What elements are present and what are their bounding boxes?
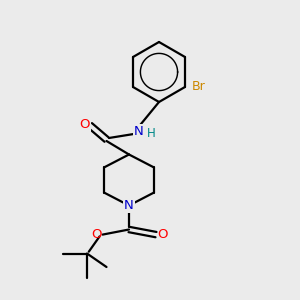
Text: O: O <box>157 228 167 241</box>
Text: Br: Br <box>192 80 205 94</box>
Text: N: N <box>124 199 134 212</box>
Text: H: H <box>147 127 156 140</box>
Text: O: O <box>91 228 102 241</box>
Text: N: N <box>134 125 143 138</box>
Text: O: O <box>79 118 90 131</box>
